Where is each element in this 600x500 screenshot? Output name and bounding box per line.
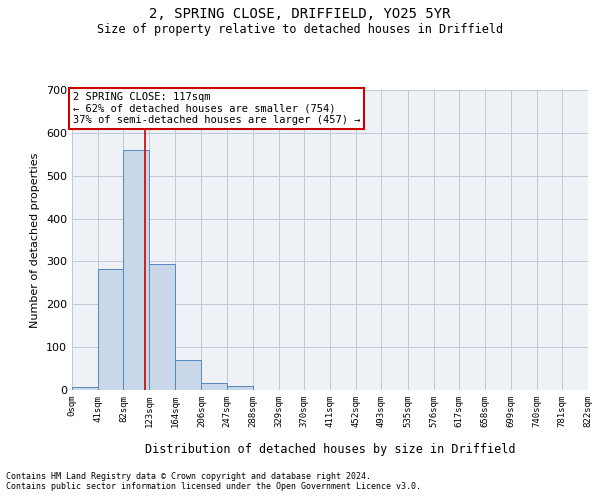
Bar [72, 386, 98, 390]
Text: Size of property relative to detached houses in Driffield: Size of property relative to detached ho… [97, 22, 503, 36]
Y-axis label: Number of detached properties: Number of detached properties [31, 152, 40, 328]
Bar [149, 264, 175, 390]
Text: Contains public sector information licensed under the Open Government Licence v3: Contains public sector information licen… [6, 482, 421, 491]
Bar [227, 386, 253, 390]
Bar [98, 269, 124, 390]
Bar [124, 150, 149, 390]
Text: Contains HM Land Registry data © Crown copyright and database right 2024.: Contains HM Land Registry data © Crown c… [6, 472, 371, 481]
Text: 2 SPRING CLOSE: 117sqm
← 62% of detached houses are smaller (754)
37% of semi-de: 2 SPRING CLOSE: 117sqm ← 62% of detached… [73, 92, 360, 126]
Text: Distribution of detached houses by size in Driffield: Distribution of detached houses by size … [145, 442, 515, 456]
Bar [175, 360, 200, 390]
Bar [202, 383, 227, 390]
Text: 2, SPRING CLOSE, DRIFFIELD, YO25 5YR: 2, SPRING CLOSE, DRIFFIELD, YO25 5YR [149, 8, 451, 22]
